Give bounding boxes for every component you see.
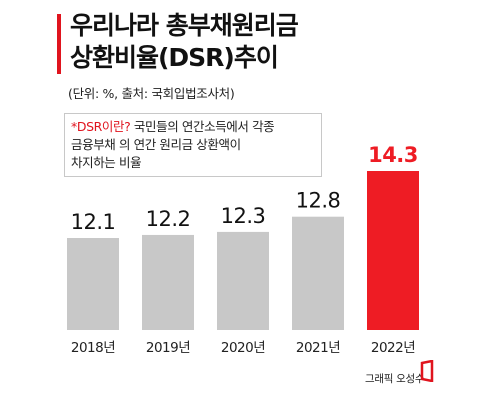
- bar-2018년: [67, 238, 119, 330]
- value-label-2019년: 12.2: [146, 207, 191, 231]
- note-line-1-text: 국민들의 연간소득에서 각종: [130, 119, 275, 134]
- note-line-2: 금융부채 의 연간 원리금 상환액이: [71, 137, 241, 152]
- chart-subtitle: (단위: %, 출처: 국회입법조사처): [68, 86, 235, 101]
- category-label-2018년: 2018년: [71, 340, 115, 356]
- chart-title-line-2: 상환비율(DSR)추이: [70, 43, 279, 72]
- note-highlight: *DSR이란?: [71, 119, 131, 134]
- category-label-2021년: 2021년: [296, 340, 340, 356]
- note-line-1: *DSR이란? 국민들의 연간소득에서 각종: [71, 118, 315, 136]
- note-line-3: 차지하는 비율: [71, 155, 142, 170]
- category-label-2020년: 2020년: [221, 340, 265, 356]
- chart-title-line-1: 우리나라 총부채원리금: [70, 11, 299, 40]
- logo-shape: [420, 360, 434, 382]
- bar-2020년: [217, 231, 269, 330]
- definition-note: *DSR이란? 국민들의 연간소득에서 각종 금융부채 의 연간 원리금 상환액…: [64, 113, 322, 177]
- category-label-2019년: 2019년: [146, 340, 190, 356]
- value-label-2021년: 12.8: [296, 189, 341, 213]
- graphic-credit: 그래픽 오성수: [365, 373, 425, 385]
- value-label-2018년: 12.1: [71, 210, 116, 234]
- title-accent-bar: [57, 14, 61, 74]
- bar-2021년: [292, 216, 344, 330]
- bar-2022년: [367, 171, 419, 330]
- value-label-2020년: 12.3: [221, 204, 266, 228]
- publisher-logo-icon: [420, 360, 434, 382]
- category-label-2022년: 2022년: [371, 340, 415, 356]
- chart-title: 우리나라 총부채원리금 상환비율(DSR)추이: [70, 10, 299, 74]
- bar-2019년: [142, 234, 194, 330]
- value-label-2022년: 14.3: [368, 143, 418, 167]
